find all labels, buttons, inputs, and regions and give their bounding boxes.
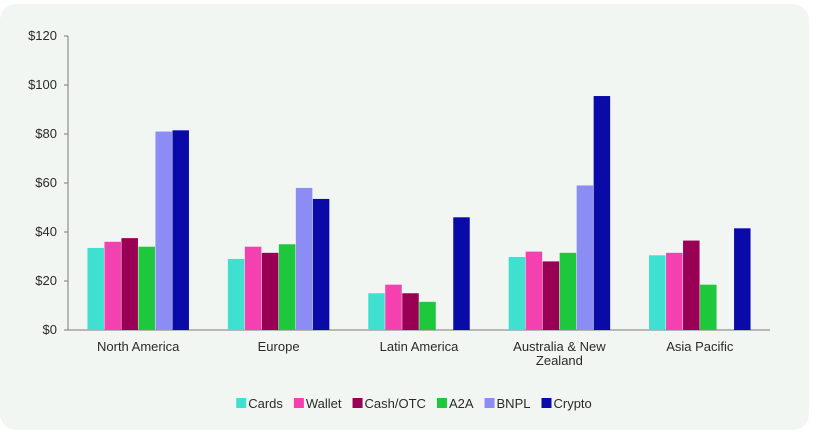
y-tick-label: $60 [35, 175, 57, 190]
y-tick-label: $0 [43, 322, 57, 337]
bar-wallet [666, 252, 683, 330]
legend-label: Cash/OTC [365, 396, 426, 411]
bar-wallet [244, 246, 262, 330]
x-category-label: Europe [258, 339, 300, 354]
bar-crypto [172, 130, 189, 330]
legend-label: Wallet [306, 396, 342, 411]
bar-bnpl [295, 187, 313, 330]
bar-crypto [453, 217, 470, 330]
bar-cards [508, 256, 526, 330]
bar-bnpl [155, 131, 172, 330]
legend-swatch [436, 398, 447, 408]
legend-swatch [236, 398, 247, 408]
bar-cash-otc [121, 238, 138, 330]
bar-cash-otc [683, 240, 700, 330]
bar-crypto [734, 228, 751, 330]
bar-cards [87, 247, 104, 330]
y-tick-label: $120 [28, 28, 57, 43]
legend-swatch [484, 398, 495, 408]
x-category-label: North America [97, 339, 180, 354]
bar-cash-otc [261, 252, 279, 330]
legend-swatch [293, 398, 304, 408]
bar-a2a [700, 284, 717, 330]
legend-label: A2A [449, 396, 474, 411]
bar-wallet [385, 284, 402, 330]
y-tick-label: $20 [35, 273, 57, 288]
bar-cards [368, 293, 385, 330]
bar-crypto [312, 198, 330, 330]
bar-a2a [278, 244, 296, 330]
bar-a2a [419, 301, 436, 330]
bar-wallet [104, 241, 121, 330]
bar-cash-otc [542, 261, 560, 330]
bar-crypto [593, 96, 611, 331]
bar-wallet [525, 251, 543, 330]
legend-label: BNPL [497, 396, 531, 411]
legend-label: Cards [248, 396, 283, 411]
y-tick-label: $80 [35, 126, 57, 141]
y-tick-label: $40 [35, 224, 57, 239]
bar-a2a [559, 252, 577, 330]
bar-cards [227, 258, 245, 330]
legend-swatch [352, 398, 363, 408]
legend-swatch [541, 398, 552, 408]
x-category-label: Asia Pacific [666, 339, 734, 354]
x-category-label: Australia & New Zealand [513, 339, 606, 368]
bar-cards [649, 255, 666, 330]
bar-cash-otc [402, 293, 419, 330]
legend-label: Crypto [553, 396, 591, 411]
bar-bnpl [576, 185, 594, 330]
x-category-label: Latin America [380, 339, 460, 354]
bar-a2a [138, 246, 155, 330]
chart-panel [0, 4, 809, 430]
y-tick-label: $100 [28, 77, 57, 92]
